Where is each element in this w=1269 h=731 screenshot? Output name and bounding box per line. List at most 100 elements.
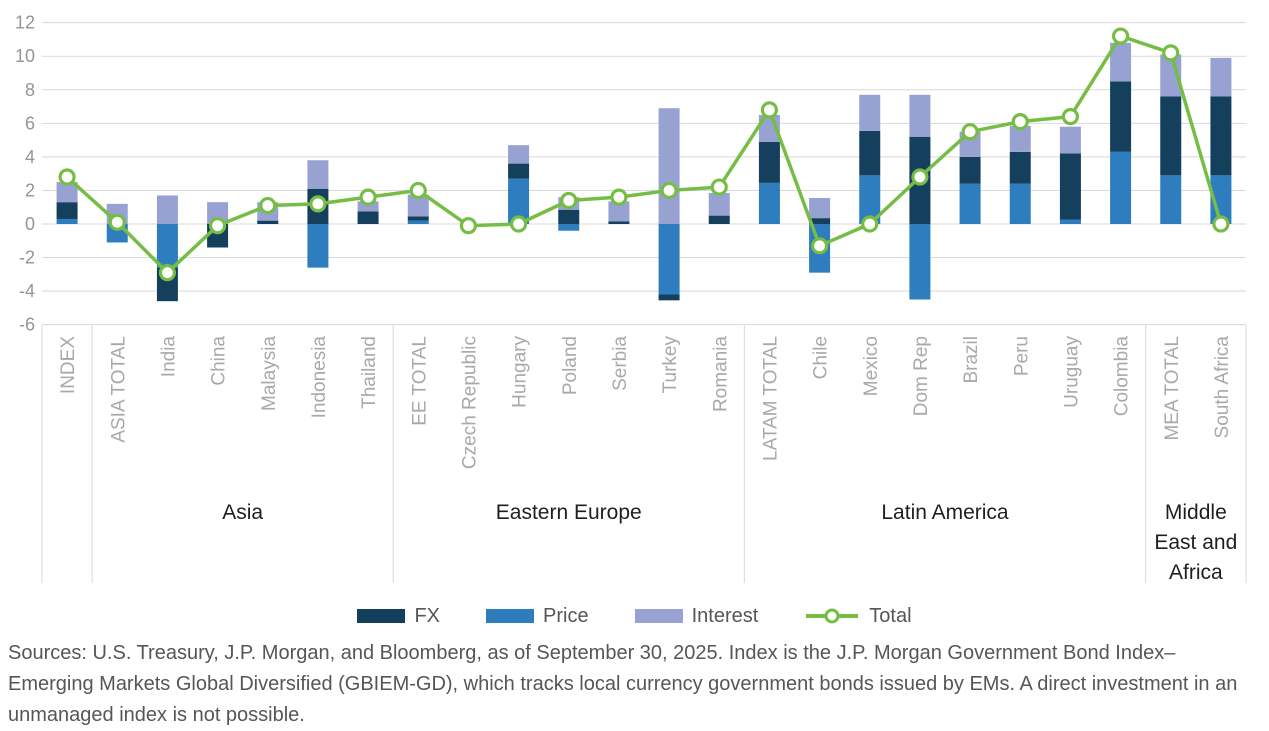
bar-segment-fx	[1210, 96, 1232, 176]
category-label: Malaysia	[259, 336, 280, 411]
category-label: MEA TOTAL	[1162, 336, 1183, 441]
y-tick-label: -2	[19, 248, 35, 268]
category-label: Uruguay	[1061, 336, 1082, 408]
total-marker	[359, 188, 377, 206]
bar-segment-price	[859, 175, 881, 224]
category-label: Thailand	[359, 336, 380, 409]
group-label: Middle	[1165, 501, 1227, 524]
category-label: Poland	[560, 336, 581, 395]
total-markers	[58, 27, 1230, 282]
legend-item-fx: FX	[357, 605, 440, 628]
total-marker	[1162, 44, 1180, 62]
bar-segment-price	[1009, 183, 1031, 224]
bar-segment-interest	[1210, 57, 1232, 97]
bar-segment-fx	[407, 216, 429, 221]
bar-segment-fx	[758, 141, 780, 183]
total-marker	[158, 264, 177, 282]
chart-legend: FX Price Interest Total	[0, 600, 1269, 632]
bar-segment-price	[307, 224, 329, 268]
total-line	[65, 34, 1223, 275]
y-tick-label: 12	[15, 13, 35, 33]
y-tick-label: 6	[25, 113, 35, 133]
total-marker	[710, 178, 728, 196]
bar-segment-interest	[809, 197, 831, 219]
bar-segment-price	[56, 218, 78, 224]
bar-segment-price	[1110, 151, 1132, 224]
bar-segment-fx	[608, 221, 630, 224]
bar-segment-fx	[56, 202, 78, 219]
total-marker	[309, 195, 327, 213]
group-label: East and	[1154, 531, 1237, 554]
total-marker	[560, 191, 578, 210]
bar-segment-fx	[558, 209, 580, 224]
group-separators	[41, 325, 1247, 583]
price-swatch-icon	[486, 609, 535, 623]
gridlines	[42, 22, 1246, 326]
source-text: Sources: U.S. Treasury, J.P. Morgan, and…	[8, 642, 1238, 726]
bar-segment-price	[1059, 219, 1081, 224]
category-label: Czech Republic	[459, 336, 480, 469]
group-label: Latin America	[881, 501, 1009, 524]
x-axis-category-labels: INDEX ASIA TOTAL India China Malaysia Indones…	[58, 336, 1233, 470]
y-tick-label: 2	[25, 180, 35, 200]
y-tick-label: -6	[19, 315, 35, 335]
y-axis-tick-labels: 12 10 8 6 4 2 0 -2 -4 -6	[15, 13, 35, 335]
bar-segment-price	[407, 220, 429, 224]
category-label: Chile	[811, 336, 832, 379]
legend-label-interest: Interest	[691, 604, 759, 627]
total-marker	[409, 181, 427, 200]
total-marker	[961, 123, 979, 141]
bar-segment-interest	[508, 145, 530, 164]
legend-label-fx: FX	[414, 604, 441, 627]
total-marker	[1111, 27, 1130, 45]
category-label: LATAM TOTAL	[760, 336, 781, 461]
total-marker	[509, 215, 528, 233]
bar-segment-price	[558, 224, 580, 231]
group-label: Eastern Europe	[496, 501, 642, 524]
bar-segment-price	[1160, 175, 1182, 224]
bar-segment-price	[909, 224, 931, 300]
total-marker	[1212, 215, 1230, 233]
total-line-marker-icon	[806, 608, 859, 624]
bar-segment-interest	[207, 202, 229, 224]
category-label: India	[158, 336, 179, 378]
category-label: Serbia	[610, 336, 631, 391]
bar-segment-fx	[708, 215, 730, 224]
bar-segment-price	[959, 183, 981, 224]
total-marker	[861, 215, 879, 233]
bar-segment-interest	[1009, 125, 1031, 152]
bar-segment-fx	[1009, 151, 1031, 184]
category-label: Turkey	[660, 336, 681, 394]
total-marker	[58, 168, 76, 186]
y-tick-label: 4	[25, 147, 35, 167]
y-tick-label: -4	[19, 281, 35, 301]
bar-segment-fx	[959, 156, 981, 184]
bar-segment-interest	[1110, 42, 1132, 82]
bar-segment-price	[758, 182, 780, 224]
category-label: China	[209, 336, 230, 386]
category-label: EE TOTAL	[409, 336, 430, 426]
category-label: Mexico	[861, 336, 882, 396]
category-label: Hungary	[510, 336, 531, 408]
interest-swatch-icon	[634, 609, 683, 623]
bar-segment-interest	[708, 192, 730, 216]
legend-label-price: Price	[543, 604, 589, 627]
bar-segment-fx	[257, 220, 279, 224]
region-group-labels: Asia Eastern Europe Latin America Middle Eas…	[222, 501, 1237, 584]
bar-segment-fx	[859, 130, 881, 176]
total-marker	[760, 101, 779, 119]
bar-segment-fx	[658, 294, 680, 301]
chart-canvas: 12 10 8 6 4 2 0 -2 -4 -6 INDEX ASIA TOTAL India China…	[15, 13, 1247, 584]
legend-label-total: Total	[869, 604, 912, 627]
category-label: Dom Rep	[911, 336, 932, 416]
bars	[56, 42, 1232, 302]
category-label: Colombia	[1112, 336, 1133, 417]
y-tick-label: 10	[15, 46, 35, 66]
bar-segment-fx	[508, 163, 530, 179]
total-marker	[108, 213, 126, 231]
category-label: Brazil	[961, 336, 982, 384]
y-tick-label: 0	[25, 214, 35, 234]
bar-segment-fx	[1059, 153, 1081, 220]
group-label: Africa	[1169, 561, 1223, 584]
